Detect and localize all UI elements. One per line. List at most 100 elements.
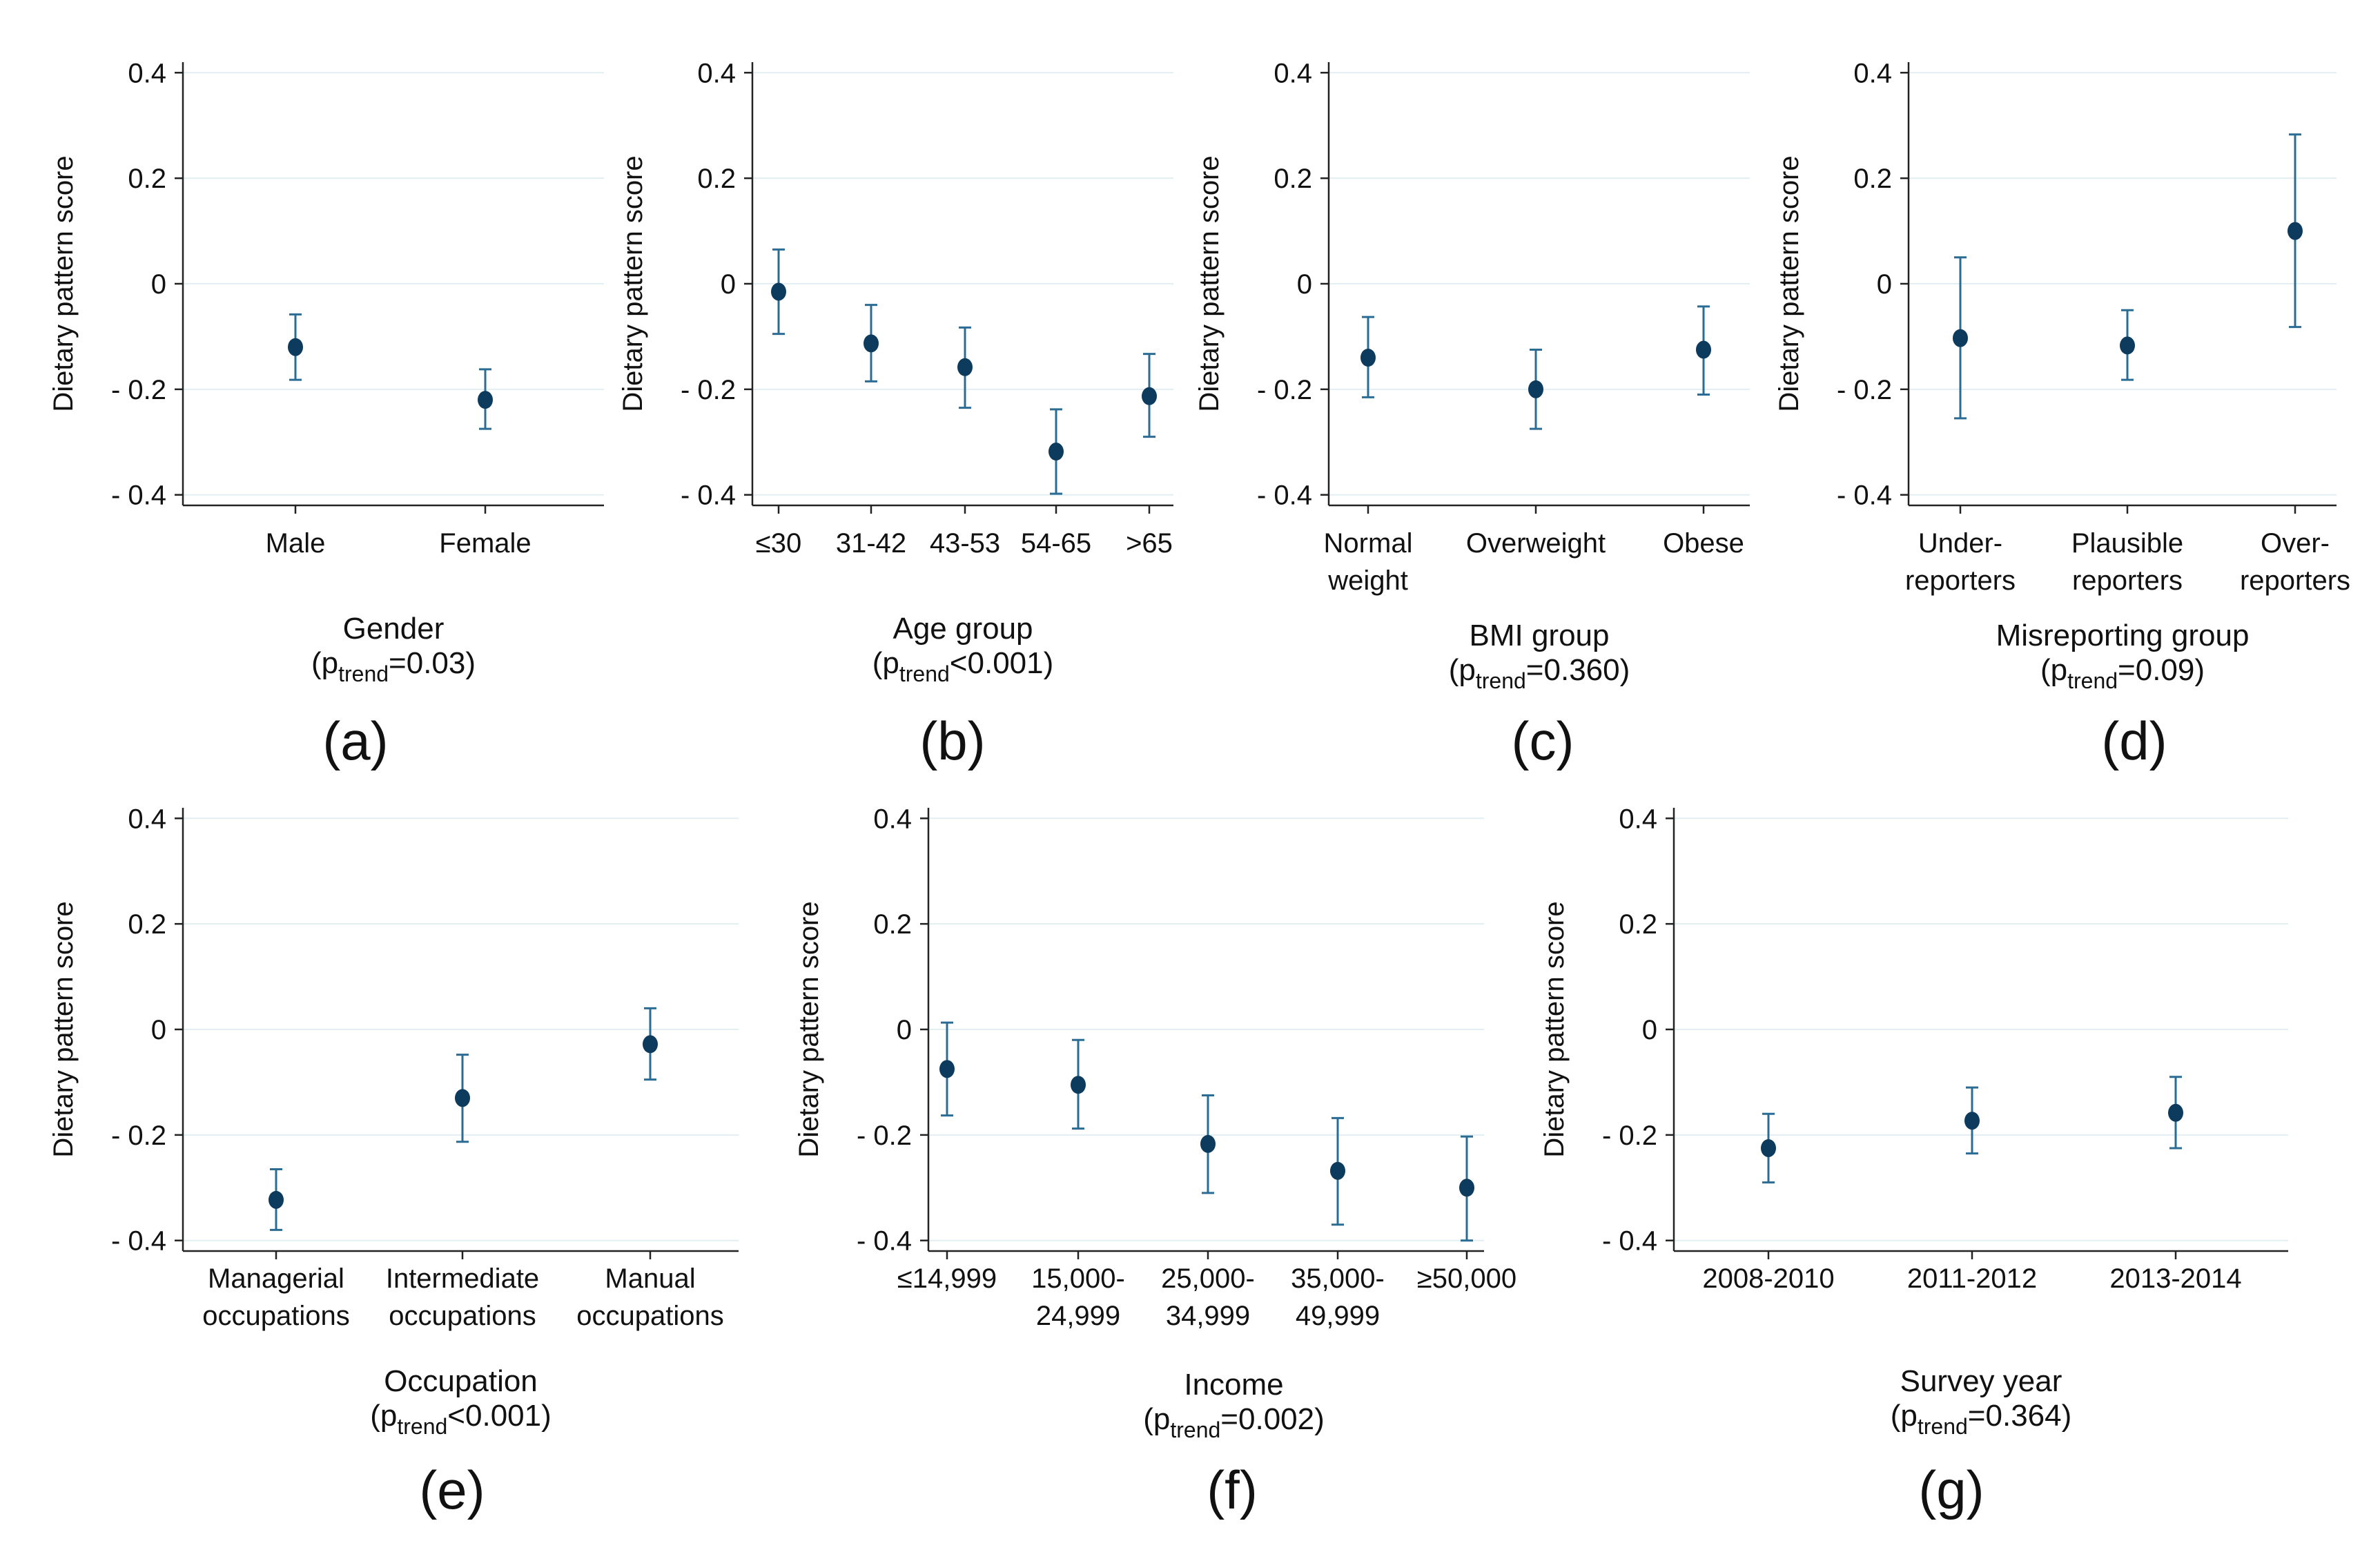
panel-label: (e)	[419, 1460, 485, 1520]
p-trend-label: (ptrend=0.360)	[1449, 653, 1630, 693]
y-tick-label: 0.2	[1274, 164, 1312, 194]
x-tick-label: occupations	[202, 1301, 349, 1331]
y-tick-label: 0.4	[1619, 804, 1657, 834]
panel-label: (a)	[322, 710, 388, 771]
panel-e: 0.4 0.2 0 - 0.2 - 0.4 Dietary pattern score Ma…	[48, 804, 739, 1520]
y-tick-label: 0	[1297, 269, 1312, 300]
y-tick-label: - 0.4	[1837, 481, 1892, 511]
x-tick-label: 25,000-	[1161, 1263, 1255, 1294]
subplot-title: Gender	[343, 612, 445, 646]
y-tick-label: - 0.2	[1257, 375, 1312, 405]
y-tick-label: - 0.2	[1837, 375, 1892, 405]
x-tick-label: occupations	[576, 1301, 723, 1331]
x-tick-label: Overweight	[1466, 528, 1606, 559]
y-tick-label: - 0.2	[681, 375, 736, 405]
y-tick-label: - 0.2	[111, 1121, 166, 1151]
subplot-title: Survey year	[1900, 1364, 2062, 1398]
data-point	[478, 391, 493, 409]
x-tick-label: ≤14,999	[897, 1263, 997, 1294]
y-axis-label: Dietary pattern score	[794, 901, 824, 1157]
x-tick-label: 49,999	[1296, 1301, 1380, 1331]
subplot-title: Age group	[892, 612, 1033, 646]
data-point	[1964, 1112, 1980, 1130]
x-tick-label: 34,999	[1166, 1301, 1250, 1331]
x-tick-label: weight	[1327, 565, 1408, 596]
x-tick-label: occupations	[389, 1301, 536, 1331]
x-tick-label: reporters	[2240, 565, 2350, 596]
y-tick-label: 0	[151, 269, 166, 300]
panel-label: (g)	[1918, 1460, 1984, 1520]
x-tick-label: Managerial	[208, 1263, 344, 1294]
y-tick-label: 0	[721, 269, 736, 300]
p-trend-label: (ptrend=0.09)	[2040, 653, 2205, 693]
data-point	[455, 1089, 470, 1107]
y-tick-label: 0.4	[697, 58, 736, 88]
panel-d: 0.4 0.2 0 - 0.2 - 0.4 Dietary pattern score Un…	[1774, 58, 2350, 771]
x-tick-label: 43-53	[930, 528, 1000, 559]
x-tick-label: Plausible	[2071, 528, 2183, 559]
y-axis-label: Dietary pattern score	[1539, 901, 1570, 1157]
y-tick-label: - 0.4	[857, 1226, 912, 1257]
x-tick-label: 35,000-	[1291, 1263, 1385, 1294]
y-tick-label: 0.4	[128, 58, 166, 88]
y-tick-label: 0	[151, 1015, 166, 1045]
panel-b: 0.4 0.2 0 - 0.2 - 0.4 Dietary pattern score ≤3…	[618, 58, 1173, 771]
y-tick-label: - 0.2	[857, 1121, 912, 1151]
y-axis-label: Dietary pattern score	[48, 901, 79, 1157]
data-point	[1761, 1139, 1776, 1157]
y-tick-label: - 0.2	[1602, 1121, 1657, 1151]
y-axis-label: Dietary pattern score	[1774, 155, 1804, 411]
data-point	[288, 338, 303, 356]
x-tick-label: Under-	[1918, 528, 2002, 559]
y-tick-label: - 0.4	[1257, 481, 1312, 511]
y-tick-label: 0.2	[1619, 909, 1657, 940]
p-trend-label: (ptrend=0.364)	[1891, 1399, 2072, 1439]
data-point	[1330, 1161, 1345, 1180]
p-trend-label: (ptrend=0.03)	[311, 646, 476, 686]
data-point	[1048, 443, 1064, 461]
panel-label: (d)	[2101, 710, 2167, 771]
y-tick-label: 0	[1877, 269, 1892, 300]
x-tick-label: 24,999	[1036, 1301, 1120, 1331]
y-axis-label: Dietary pattern score	[1194, 155, 1225, 411]
data-point	[1459, 1179, 1474, 1197]
y-tick-label: 0.2	[128, 909, 166, 940]
data-point	[771, 282, 786, 301]
y-tick-label: - 0.2	[111, 375, 166, 405]
y-tick-label: 0.2	[1853, 164, 1892, 194]
y-tick-label: 0	[1642, 1015, 1657, 1045]
y-tick-label: - 0.4	[111, 1226, 166, 1257]
p-trend-label: (ptrend<0.001)	[872, 646, 1054, 686]
data-point	[1953, 329, 1968, 347]
subplot-title: Occupation	[384, 1364, 538, 1398]
y-tick-label: - 0.4	[111, 481, 166, 511]
p-trend-label: (ptrend<0.001)	[370, 1399, 552, 1439]
data-point	[1142, 387, 1157, 405]
y-tick-label: 0	[897, 1015, 912, 1045]
data-point	[2168, 1103, 2183, 1122]
y-tick-label: 0.4	[128, 804, 166, 834]
y-tick-label: 0.4	[873, 804, 912, 834]
data-point	[269, 1190, 284, 1209]
data-point	[1071, 1076, 1086, 1094]
data-point	[864, 334, 879, 353]
x-tick-label: Normal	[1324, 528, 1413, 559]
x-tick-label: 2011-2012	[1907, 1263, 2037, 1294]
x-tick-label: Female	[439, 528, 531, 559]
x-tick-label: reporters	[1905, 565, 2016, 596]
y-axis-label: Dietary pattern score	[48, 155, 79, 411]
data-point	[1200, 1134, 1216, 1153]
subplot-title: Misreporting group	[1996, 619, 2250, 652]
panel-f: 0.4 0.2 0 - 0.2 - 0.4 Dietary pattern score ≤1…	[794, 804, 1516, 1520]
x-tick-label: 2013-2014	[2109, 1263, 2241, 1294]
y-axis-label: Dietary pattern score	[618, 155, 648, 411]
x-tick-label: 2008-2010	[1702, 1263, 1834, 1294]
p-trend-label: (ptrend=0.002)	[1143, 1402, 1325, 1442]
x-tick-label: >65	[1126, 528, 1173, 559]
data-point	[939, 1060, 955, 1078]
data-point	[2120, 336, 2135, 355]
x-tick-label: ≤30	[756, 528, 801, 559]
subplot-title: Income	[1184, 1368, 1283, 1402]
y-tick-label: - 0.4	[1602, 1226, 1657, 1257]
